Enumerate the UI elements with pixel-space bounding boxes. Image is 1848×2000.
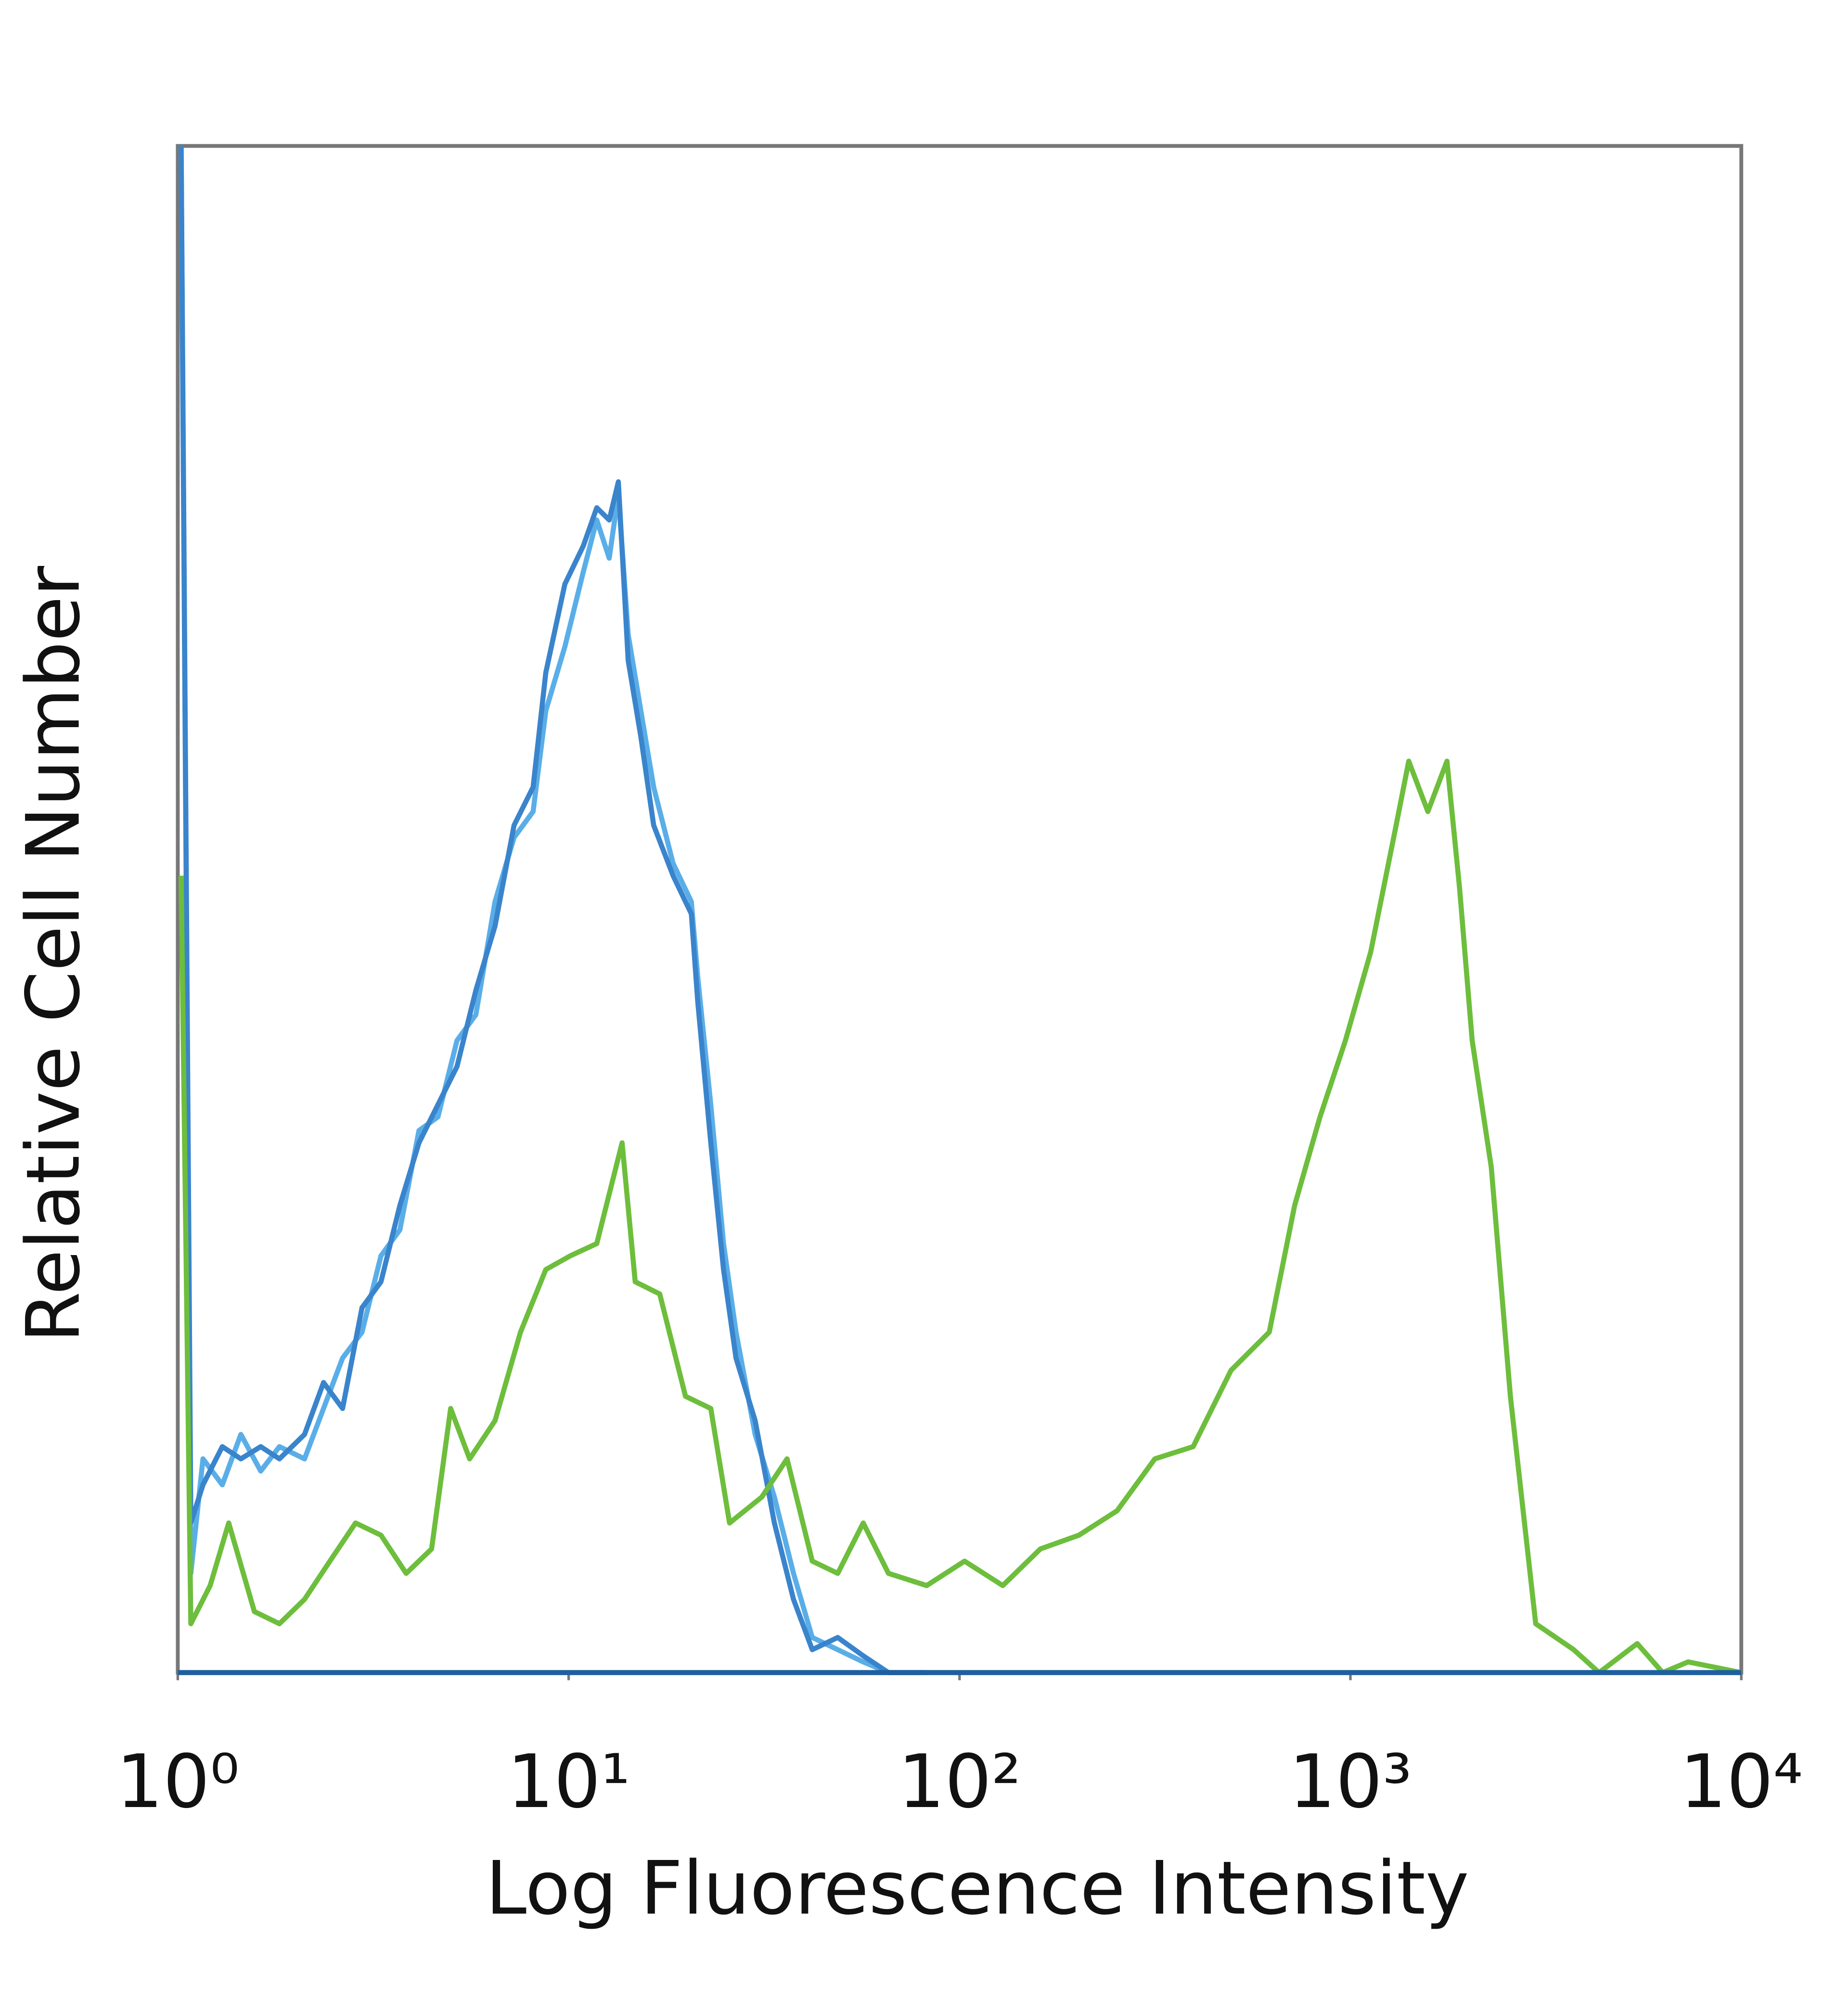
x-tick-label: 10⁴	[1680, 1739, 1803, 1825]
x-tick-label: 10⁰	[116, 1739, 239, 1825]
x-tick-label: 10³	[1289, 1739, 1412, 1825]
x-tick-label: 10²	[898, 1739, 1021, 1825]
series-line	[179, 146, 927, 1675]
x-tick-label: 10¹	[507, 1739, 630, 1825]
x-axis-label: Log Fluorescence Intensity	[486, 1846, 1469, 1931]
y-axis-label: Relative Cell Number	[11, 566, 97, 1343]
series-line	[179, 146, 927, 1675]
series-line	[179, 758, 1742, 1675]
